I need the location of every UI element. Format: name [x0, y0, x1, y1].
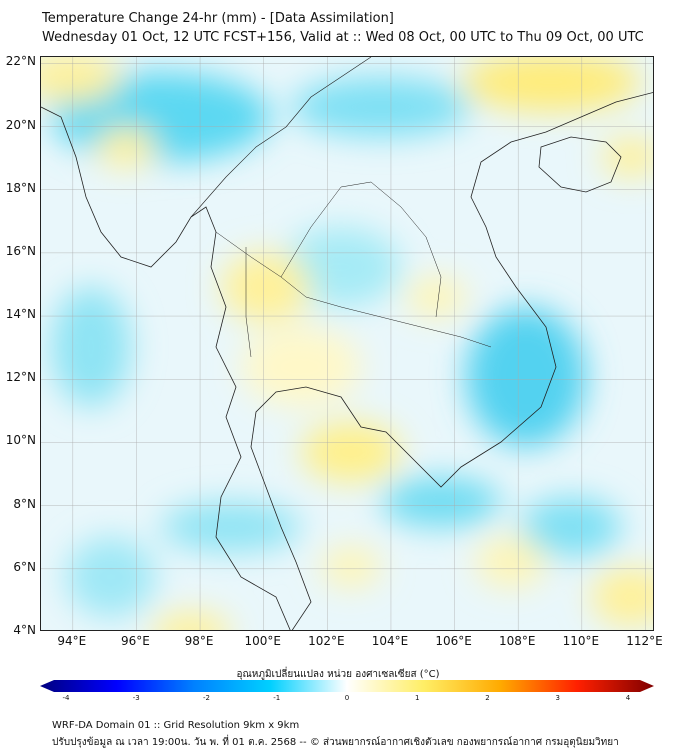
- longitude-tick-label: 102°E: [308, 634, 345, 648]
- warm-area: [221, 252, 311, 322]
- longitude-tick-label: 94°E: [57, 634, 87, 648]
- temperature-change-map[interactable]: [40, 56, 654, 631]
- latitude-tick-label: 20°N: [5, 117, 36, 132]
- latitude-tick-label: 10°N: [5, 433, 36, 448]
- footer-update-info: ปรับปรุงข้อมูล ณ เวลา 19:00น. วัน พ. ที่…: [52, 737, 619, 748]
- coastline-east: [250, 92, 653, 630]
- coastline-west: [41, 106, 291, 630]
- colorbar-tick-label: -1: [273, 694, 281, 702]
- colorbar-tick-label: -3: [132, 694, 140, 702]
- colorbar-tick-label: 2: [485, 694, 490, 702]
- warm-area: [241, 327, 361, 407]
- warm-area: [476, 537, 546, 587]
- map-title: Temperature Change 24-hr (mm) - [Data As…: [42, 11, 394, 26]
- latitude-tick-label: 14°N: [5, 307, 36, 322]
- longitude-tick-label: 98°E: [184, 634, 214, 648]
- latitude-tick-label: 12°N: [5, 370, 36, 385]
- colorbar-tick-label: -4: [62, 694, 70, 702]
- map-canvas: [41, 57, 653, 630]
- warm-area: [301, 422, 401, 482]
- hainan-island: [538, 136, 622, 193]
- temperature-field: [41, 57, 653, 630]
- border-north: [190, 57, 372, 218]
- lat-lon-gridlines: [41, 57, 653, 630]
- cool-area: [161, 502, 301, 552]
- colorbar: [40, 680, 654, 692]
- latitude-tick-label: 18°N: [5, 180, 36, 195]
- longitude-tick-label: 100°E: [244, 634, 281, 648]
- colorbar-tick-label: -2: [203, 694, 210, 702]
- cool-area: [466, 307, 586, 447]
- cool-area: [381, 477, 501, 527]
- colorbar-tick-label: 4: [625, 694, 631, 702]
- warm-area: [591, 567, 653, 627]
- cool-area: [66, 537, 156, 617]
- warm-area: [41, 57, 121, 102]
- colorbar-gradient: [40, 680, 654, 692]
- longitude-tick-label: 104°E: [371, 634, 409, 648]
- warm-area: [321, 547, 381, 587]
- cool-area: [521, 497, 621, 557]
- longitude-tick-label: 112°E: [626, 634, 663, 648]
- colorbar-title: อุณหภูมิเปลี่ยนแปลง หน่วย องศาเซลเซียส (…: [236, 669, 440, 680]
- latitude-tick-label: 4°N: [13, 623, 36, 637]
- warm-area: [406, 277, 466, 317]
- warm-area: [461, 57, 641, 112]
- warm-area: [96, 127, 156, 167]
- warm-area: [151, 612, 231, 630]
- latitude-tick-label: 8°N: [13, 496, 36, 511]
- border-inland: [215, 231, 492, 348]
- colorbar-tick-label: 1: [415, 694, 420, 702]
- colorbar-tick-label: 0: [344, 694, 350, 702]
- longitude-tick-label: 110°E: [562, 634, 600, 648]
- coastlines-and-borders: [41, 57, 653, 630]
- latitude-tick-label: 6°N: [13, 559, 36, 574]
- cool-area: [51, 287, 131, 407]
- colorbar-tick-label: 3: [555, 694, 560, 702]
- cool-area: [291, 77, 471, 137]
- latitude-tick-label: 22°N: [5, 54, 36, 69]
- border-west: [245, 247, 252, 358]
- warm-area: [601, 137, 653, 177]
- longitude-tick-label: 96°E: [121, 634, 150, 648]
- longitude-tick-label: 106°E: [435, 634, 472, 648]
- footer-model-info: WRF-DA Domain 01 :: Grid Resolution 9km …: [52, 720, 300, 731]
- longitude-tick-label: 108°E: [498, 634, 536, 648]
- border-mekong: [280, 181, 442, 318]
- map-subtitle: Wednesday 01 Oct, 12 UTC FCST+156, Valid…: [42, 30, 644, 45]
- latitude-tick-label: 16°N: [5, 243, 36, 258]
